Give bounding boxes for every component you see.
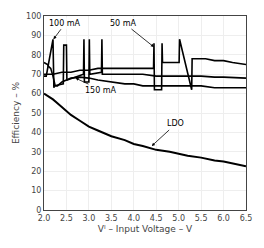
svg-text:60: 60 [31, 89, 41, 98]
svg-text:0: 0 [36, 206, 41, 215]
svg-text:4.5: 4.5 [150, 214, 163, 223]
svg-text:40: 40 [31, 128, 41, 137]
svg-text:50: 50 [31, 109, 41, 118]
svg-text:2.5: 2.5 [60, 214, 73, 223]
svg-text:LDO: LDO [167, 119, 184, 128]
svg-text:90: 90 [31, 31, 41, 40]
svg-text:50 mA: 50 mA [110, 19, 137, 28]
svg-text:4.0: 4.0 [127, 214, 140, 223]
svg-text:3.0: 3.0 [83, 214, 96, 223]
svg-text:6.0: 6.0 [217, 214, 230, 223]
svg-text:20: 20 [31, 167, 41, 176]
svg-text:150 mA: 150 mA [85, 86, 117, 95]
svg-text:5.0: 5.0 [172, 214, 185, 223]
svg-text:Efficiency – %: Efficiency – % [11, 81, 21, 144]
svg-text:100 mA: 100 mA [49, 19, 81, 28]
svg-text:10: 10 [31, 186, 41, 195]
svg-text:70: 70 [31, 70, 41, 79]
svg-text:5.5: 5.5 [195, 214, 208, 223]
svg-text:2.0: 2.0 [38, 214, 51, 223]
svg-text:100: 100 [26, 12, 41, 21]
svg-text:30: 30 [31, 148, 41, 157]
svg-text:3.5: 3.5 [105, 214, 118, 223]
svg-text:6.5: 6.5 [240, 214, 253, 223]
svg-text:Vᴵ – Input Voltage – V: Vᴵ – Input Voltage – V [98, 224, 193, 234]
svg-text:80: 80 [31, 51, 41, 60]
